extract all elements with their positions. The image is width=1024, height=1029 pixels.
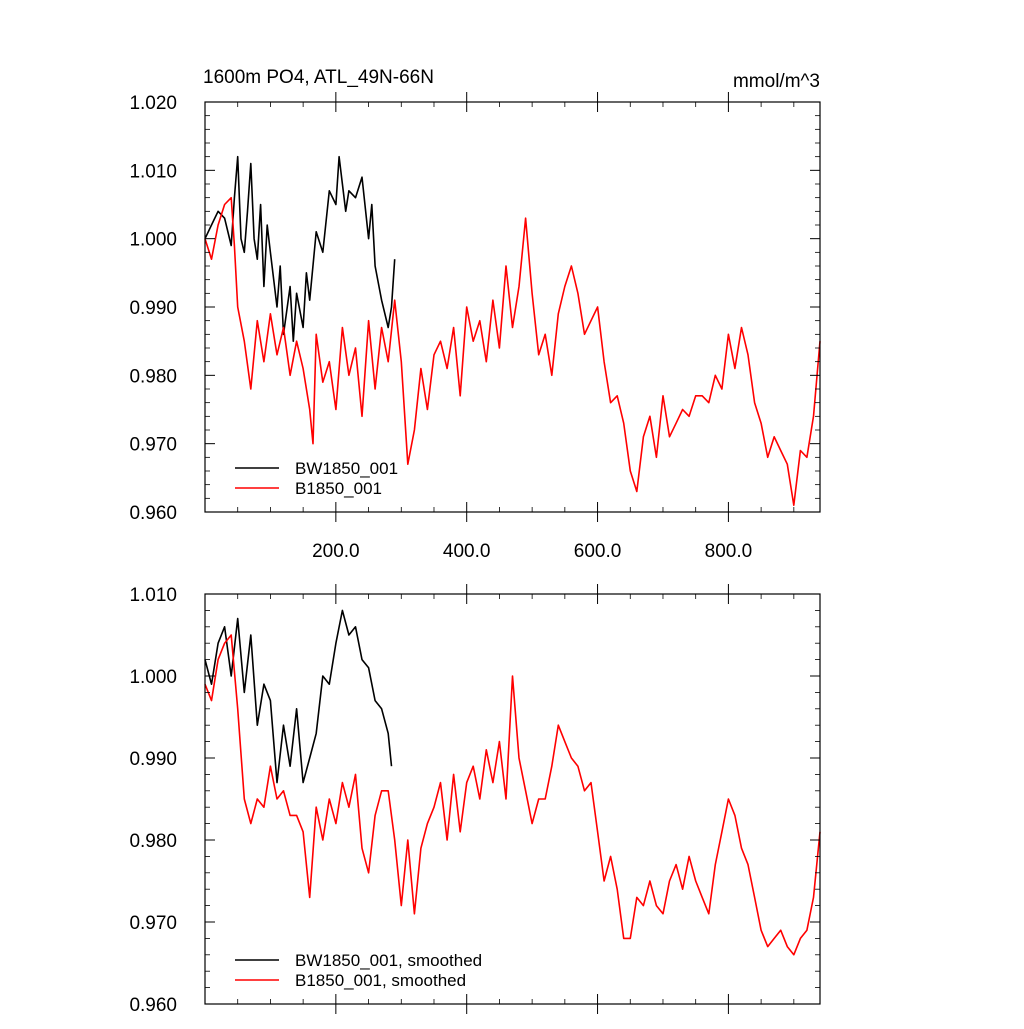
y-tick-label: 1.010 (129, 161, 177, 182)
x-tick-label: 400.0 (443, 541, 491, 562)
chart-title: 1600m PO4, ATL_49N-66N (203, 67, 434, 88)
x-tick-label: 200.0 (312, 541, 360, 562)
y-tick-label: 0.960 (129, 503, 177, 524)
y-tick-label: 1.010 (129, 585, 177, 606)
legend-label: B1850_001, smoothed (295, 971, 466, 990)
y-tick-label: 0.990 (129, 749, 177, 770)
series-line-b1850 (204, 634, 821, 956)
legend-label: B1850_001 (295, 479, 382, 498)
x-tick-label: 600.0 (574, 541, 622, 562)
y-tick-label: 1.000 (129, 667, 177, 688)
y-tick-label: 0.990 (129, 298, 177, 319)
y-tick-label: 1.000 (129, 230, 177, 251)
bottom-panel-frame (204, 593, 821, 1005)
y-tick-label: 0.970 (129, 435, 177, 456)
legend-label: BW1850_001, smoothed (295, 951, 482, 970)
series-line-b1850 (204, 196, 821, 507)
series-line-bw1850 (204, 155, 396, 343)
legend-label: BW1850_001 (295, 459, 398, 478)
series-line-bw1850 (204, 609, 393, 784)
units-label: mmol/m^3 (733, 71, 820, 92)
x-tick-label: 800.0 (705, 541, 753, 562)
y-tick-label: 0.980 (129, 366, 177, 387)
bottom-panel: 0.960 0.970 0.980 0.990 1.000 1.010 BW1850_00… (129, 584, 821, 1016)
top-panel: 1600m PO4, ATL_49N-66N mmol/m^3 0.960 0.9… (129, 67, 821, 562)
y-tick-label: 0.970 (129, 913, 177, 934)
y-tick-label: 0.980 (129, 831, 177, 852)
y-tick-label: 1.020 (129, 93, 177, 114)
y-tick-label: 0.960 (129, 995, 177, 1016)
